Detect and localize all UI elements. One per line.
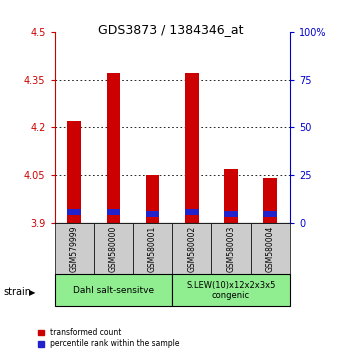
Bar [185, 73, 199, 223]
Legend: transformed count, percentile rank within the sample: transformed count, percentile rank withi… [38, 328, 180, 348]
Bar [55, 223, 94, 274]
Bar [94, 223, 133, 274]
Bar [263, 178, 277, 223]
Text: S.LEW(10)x12x2x3x5
congenic: S.LEW(10)x12x2x3x5 congenic [186, 281, 276, 300]
Text: GSM580004: GSM580004 [266, 225, 275, 272]
Text: ▶: ▶ [29, 287, 36, 297]
Bar [251, 223, 290, 274]
Bar [106, 209, 120, 215]
Bar [185, 209, 199, 215]
Text: GSM580001: GSM580001 [148, 225, 157, 272]
Bar [106, 73, 120, 223]
Bar [133, 223, 172, 274]
Text: GSM580000: GSM580000 [109, 225, 118, 272]
Bar [67, 121, 81, 223]
Bar [224, 211, 238, 217]
Text: GSM579999: GSM579999 [70, 225, 79, 272]
Bar [263, 211, 277, 217]
Bar [146, 175, 160, 223]
Bar [172, 223, 211, 274]
Bar [211, 223, 251, 274]
Text: GSM580003: GSM580003 [226, 225, 236, 272]
Bar [172, 274, 290, 306]
Text: GSM580002: GSM580002 [187, 225, 196, 272]
Bar [146, 211, 160, 217]
Text: Dahl salt-sensitve: Dahl salt-sensitve [73, 286, 154, 295]
Text: GDS3873 / 1384346_at: GDS3873 / 1384346_at [98, 23, 243, 36]
Bar [55, 274, 172, 306]
Text: strain: strain [3, 287, 31, 297]
Bar [224, 169, 238, 223]
Bar [67, 209, 81, 215]
